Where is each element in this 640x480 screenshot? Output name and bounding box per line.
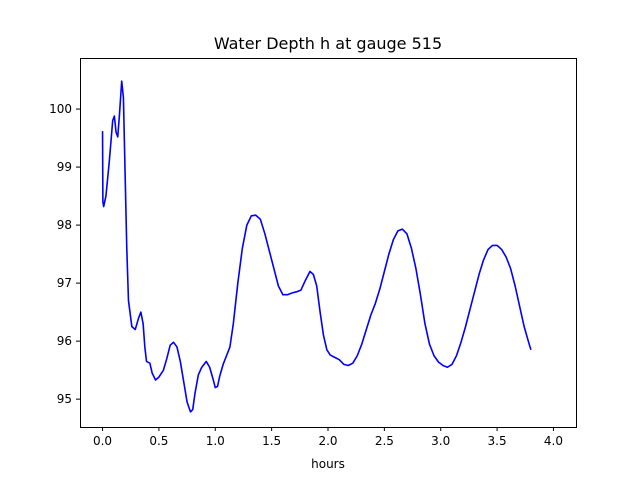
y-tick-label: 96	[57, 334, 72, 348]
x-tick-label: 2.0	[318, 434, 337, 448]
x-tick-label: 0.5	[149, 434, 168, 448]
y-tick-label: 95	[57, 392, 72, 406]
chart-title: Water Depth h at gauge 515	[214, 34, 442, 53]
x-axis-label: hours	[311, 457, 345, 471]
x-tick-label: 0.0	[93, 434, 112, 448]
x-tick-label: 1.5	[262, 434, 281, 448]
x-tick-label: 2.5	[375, 434, 394, 448]
series-line	[101, 80, 532, 413]
y-tick-label: 100	[49, 102, 72, 116]
y-tick-label: 99	[57, 160, 72, 174]
y-tick-label: 98	[57, 218, 72, 232]
x-tick-label: 3.0	[431, 434, 450, 448]
y-tick-label: 97	[57, 276, 72, 290]
y-axis: 95 96 97 98 99 100	[49, 102, 80, 406]
plot-frame	[80, 58, 577, 428]
x-tick-label: 4.0	[544, 434, 563, 448]
x-tick-label: 1.0	[206, 434, 225, 448]
x-axis: 0.0 0.5 1.0 1.5 2.0 2.5 3.0 3.5 4.0	[93, 427, 563, 448]
x-tick-label: 3.5	[488, 434, 507, 448]
